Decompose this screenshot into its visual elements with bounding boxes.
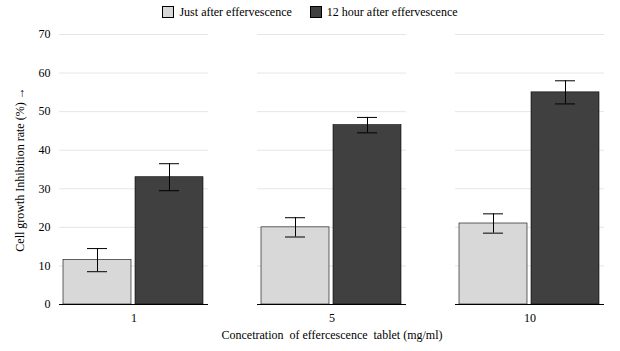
svg-text:70: 70	[39, 27, 51, 41]
svg-text:0: 0	[45, 297, 51, 311]
html-text:Just after effervescence: Just after effervescence	[179, 4, 292, 19]
svg-text:30: 30	[39, 182, 51, 196]
svg-text:1: 1	[131, 311, 137, 325]
svg-text:Cell growth Inhibition rate (%: Cell growth Inhibition rate (%) →	[13, 87, 27, 251]
svg-text:10: 10	[39, 259, 51, 273]
svg-text:20: 20	[39, 220, 51, 234]
svg-text:60: 60	[39, 66, 51, 80]
svg-text:10: 10	[524, 311, 536, 325]
svg-text:5: 5	[329, 311, 335, 325]
svg-text:40: 40	[39, 143, 51, 157]
html-text:12 hour after effervescence: 12 hour after effervescence	[326, 4, 458, 19]
svg-text:50: 50	[39, 104, 51, 118]
svg-text:Concetration of effercescence: Concetration of effercescence tablet (mg…	[221, 328, 442, 342]
